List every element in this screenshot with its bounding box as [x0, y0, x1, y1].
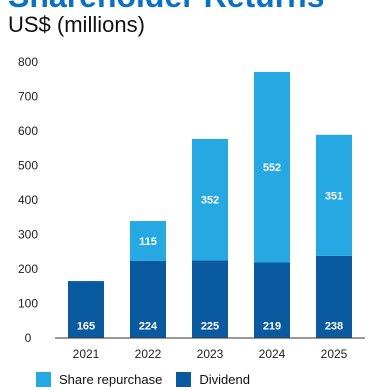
- data-label-dividend-2022: 224: [139, 320, 158, 332]
- y-tick-label: 600: [18, 124, 38, 138]
- bar-share-repurchase-2025: [316, 134, 352, 256]
- data-label-share-repurchase-2023: 352: [201, 195, 219, 207]
- x-tick-label: 2022: [135, 347, 162, 361]
- data-label-share-repurchase-2024: 552: [263, 162, 281, 174]
- x-axis-ticks: 2021 2022 2023 2024 2025: [73, 347, 348, 361]
- x-tick-label: 2023: [197, 347, 224, 361]
- y-tick-label: 200: [18, 262, 38, 276]
- legend: Share repurchase Dividend: [36, 372, 264, 387]
- y-tick-label: 100: [18, 297, 38, 311]
- data-label-dividend-2023: 225: [201, 320, 219, 332]
- legend-swatch-dividend: [176, 372, 192, 387]
- bars: [68, 72, 352, 338]
- bar-dividend-2021: [68, 281, 104, 338]
- legend-label-dividend: Dividend: [199, 372, 250, 387]
- y-tick-label: 300: [18, 228, 38, 242]
- page-subtitle: US$ (millions): [8, 12, 145, 37]
- x-tick-label: 2021: [73, 347, 100, 361]
- y-tick-label: 700: [18, 90, 38, 104]
- bar-dividend-2022: [130, 260, 166, 338]
- y-tick-label: 500: [18, 159, 38, 173]
- bar-dividend-2024: [254, 262, 290, 338]
- x-tick-label: 2024: [259, 347, 286, 361]
- page-title: Shareholder Returns: [8, 0, 325, 15]
- bar-dividend-2023: [192, 260, 228, 338]
- legend-item-dividend: Dividend: [176, 372, 250, 387]
- y-tick-label: 800: [18, 55, 38, 69]
- data-label-dividend-2024: 219: [263, 320, 281, 332]
- bar-share-repurchase-2024: [254, 72, 290, 263]
- bar-share-repurchase-2022: [130, 221, 166, 261]
- legend-swatch-share-repurchase: [36, 372, 51, 387]
- data-label-dividend-2021: 165: [77, 320, 95, 332]
- bar-dividend-2025: [316, 255, 352, 338]
- data-label-share-repurchase-2022: 115: [139, 236, 157, 248]
- x-tick-label: 2025: [321, 347, 348, 361]
- y-tick-label: 400: [18, 193, 38, 207]
- legend-label-share-repurchase: Share repurchase: [59, 372, 163, 387]
- data-label-share-repurchase-2025: 351: [325, 190, 343, 202]
- bar-share-repurchase-2023: [192, 138, 228, 261]
- legend-item-share-repurchase: Share repurchase: [36, 372, 162, 387]
- y-axis-ticks: 0 100 200 300 400 500 600 700 800: [18, 55, 38, 345]
- data-label-dividend-2025: 238: [325, 320, 343, 332]
- y-tick-label: 0: [25, 331, 32, 345]
- data-labels: 165 224 115 225 352 219 552 238 351: [77, 162, 343, 332]
